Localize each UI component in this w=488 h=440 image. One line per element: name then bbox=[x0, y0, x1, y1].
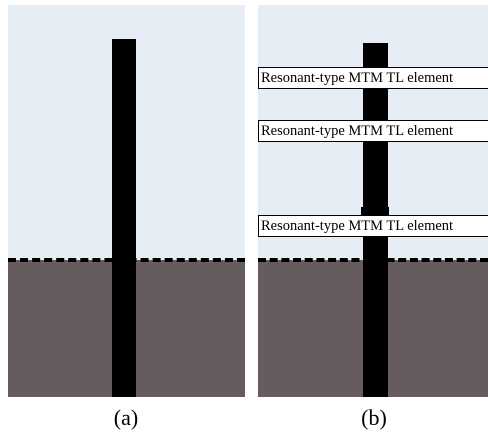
panel-a-caption: (a) bbox=[113, 405, 139, 430]
element-stub bbox=[363, 145, 388, 153]
continuation-dot bbox=[371, 160, 379, 168]
element-stub bbox=[361, 207, 389, 215]
mtm-tl-element-label: Resonant-type MTM TL element bbox=[258, 67, 488, 89]
continuation-dot bbox=[371, 177, 379, 185]
continuation-dot bbox=[371, 194, 379, 202]
mtm-tl-element-label: Resonant-type MTM TL element bbox=[258, 215, 488, 237]
panel-b-caption: (b) bbox=[361, 405, 387, 430]
monopole-conductor bbox=[112, 39, 136, 397]
mtm-tl-element-label: Resonant-type MTM TL element bbox=[258, 120, 488, 142]
panel-b-diagram: Resonant-type MTM TL element Resonant-ty… bbox=[258, 5, 488, 397]
panel-a-diagram bbox=[8, 5, 245, 397]
